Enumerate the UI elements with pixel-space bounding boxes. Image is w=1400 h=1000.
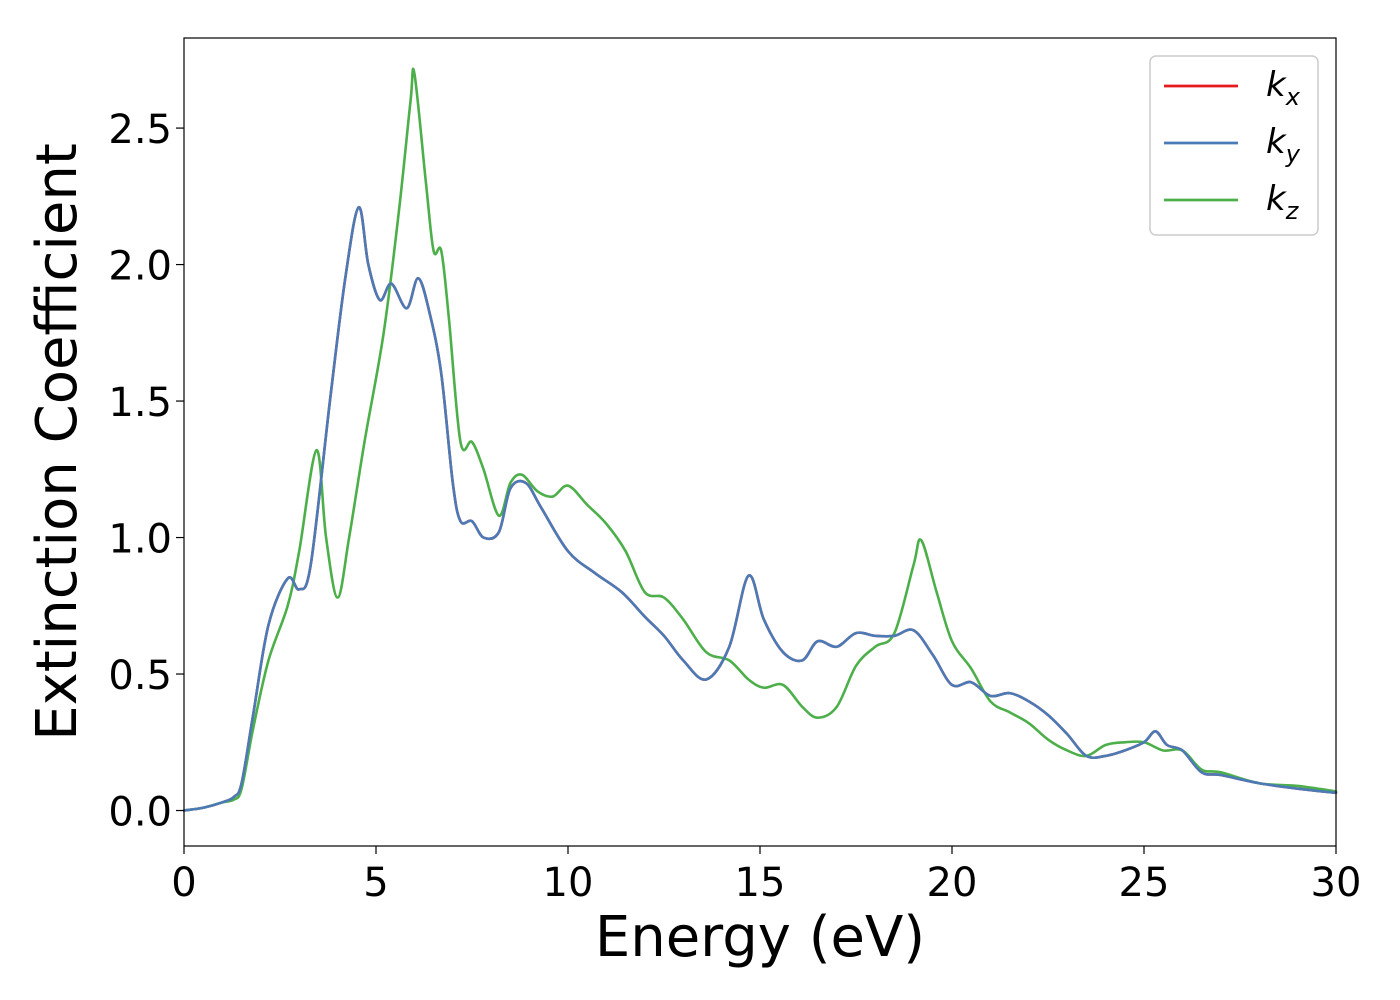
y-axis-title: Extinction Coefficient [25,143,90,741]
y-axis-ticks: 0.0 0.5 1.0 1.5 2.0 2.5 [108,107,184,836]
legend: kx ky kz [1149,55,1319,236]
series-line-z [182,67,1338,812]
plot-background [184,38,1336,846]
x-tick-label: 30 [1311,860,1362,906]
y-tick-label: 2.0 [108,244,172,290]
x-axis-title: Energy (eV) [595,905,925,970]
x-tick-label: 15 [735,860,786,906]
x-axis-ticks: 0 5 10 15 20 25 30 [171,846,1361,906]
y-tick-label: 1.5 [108,380,172,426]
x-tick-label: 5 [363,860,388,906]
legend-label-y: ky [1266,122,1301,168]
y-tick-label: 0.5 [108,653,172,699]
legend-label-z: kz [1266,179,1300,225]
series-line-y [182,205,1338,812]
legend-box [1149,55,1319,236]
legend-label-x: kx [1266,65,1301,111]
x-tick-label: 10 [543,860,594,906]
x-tick-label: 0 [171,860,196,906]
y-tick-label: 1.0 [108,517,172,563]
x-tick-label: 25 [1119,860,1170,906]
y-tick-label: 0.0 [108,790,172,836]
x-tick-label: 20 [927,860,978,906]
y-tick-label: 2.5 [108,107,172,153]
series-lines [182,67,1338,812]
